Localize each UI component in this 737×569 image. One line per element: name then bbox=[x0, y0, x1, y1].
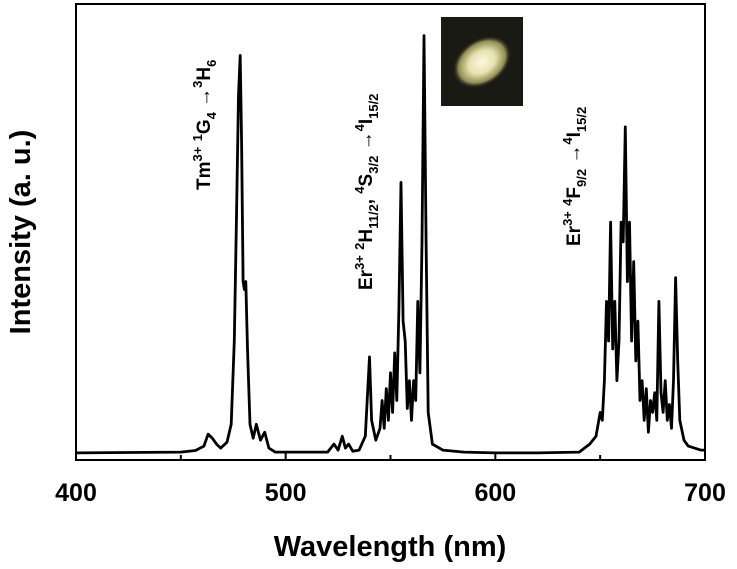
inset-emission-photo bbox=[441, 17, 523, 106]
x-axis-ticks bbox=[75, 452, 706, 460]
svg-text:Er3+ 4F9/2 →4I15/2: Er3+ 4F9/2 →4I15/2 bbox=[560, 107, 589, 246]
x-tick-label-700: 700 bbox=[684, 479, 726, 507]
annotation-er-green: Er3+ 2H11/2, 4S3/2 →4I15/2 bbox=[352, 94, 381, 290]
x-tick-label-400: 400 bbox=[55, 479, 97, 507]
y-axis-title: Intensity (a. u.) bbox=[5, 130, 37, 335]
x-tick-label-500: 500 bbox=[265, 479, 307, 507]
x-axis-tick-labels: 400 500 600 700 bbox=[55, 479, 726, 507]
svg-text:Er3+ 2H11/2, 4S3/2 →4I15/2: Er3+ 2H11/2, 4S3/2 →4I15/2 bbox=[352, 94, 381, 290]
annotation-tm: Tm3+ 1G4 →3H6 bbox=[190, 60, 219, 190]
ann-tm-ion: Tm bbox=[194, 162, 215, 191]
annotation-er-red: Er3+ 4F9/2 →4I15/2 bbox=[560, 107, 589, 246]
spectrum-line bbox=[75, 34, 705, 455]
x-tick-label-600: 600 bbox=[474, 479, 516, 507]
x-axis-title: Wavelength (nm) bbox=[274, 531, 507, 563]
svg-text:Tm3+ 1G4 →3H6: Tm3+ 1G4 →3H6 bbox=[190, 60, 219, 190]
